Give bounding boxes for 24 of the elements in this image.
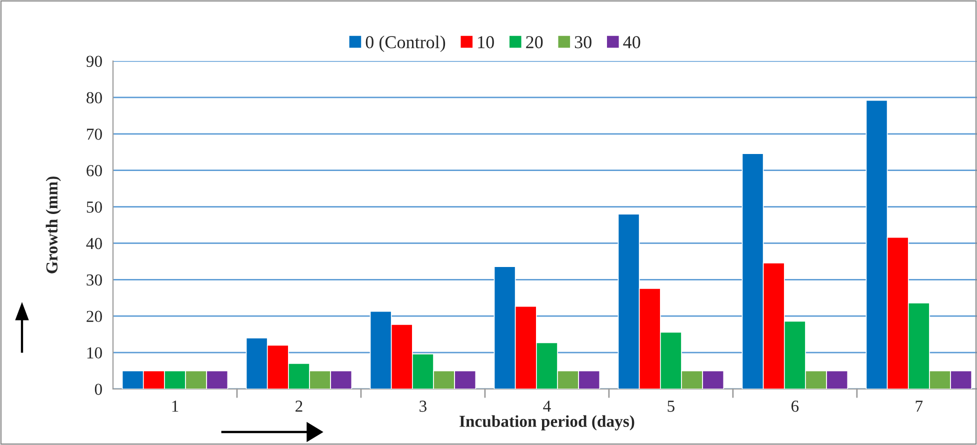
y-tick-label: 90: [86, 56, 102, 67]
legend-label: 20: [526, 36, 543, 48]
legend-label: 0 (Control): [366, 36, 446, 52]
x-tick-label: 7: [916, 400, 923, 412]
y-tick-label: 30: [86, 274, 102, 286]
y-tick-label: 20: [86, 310, 102, 322]
y-tick-label: 80: [86, 92, 102, 104]
y-tick-label: 60: [86, 165, 102, 176]
x-tick-label: 6: [791, 400, 799, 412]
y-tick-label: 40: [86, 238, 102, 250]
x-tick-label: 1: [172, 400, 178, 412]
legend-label: 40: [623, 36, 640, 48]
legend-label: 30: [574, 36, 592, 48]
x-tick-label: 4: [543, 400, 551, 412]
y-axis-title: Growth (mm): [46, 176, 61, 274]
x-axis-title: Incubation period (days): [460, 415, 634, 430]
x-tick-label: 5: [668, 400, 674, 412]
legend-label: 10: [478, 36, 494, 48]
y-tick-label: 50: [86, 201, 102, 213]
y-tick-label: 0: [94, 384, 102, 395]
y-tick-label: 10: [87, 347, 102, 358]
y-tick-label: 70: [87, 128, 102, 140]
x-tick-label: 2: [296, 400, 302, 412]
x-tick-label: 3: [420, 400, 426, 412]
